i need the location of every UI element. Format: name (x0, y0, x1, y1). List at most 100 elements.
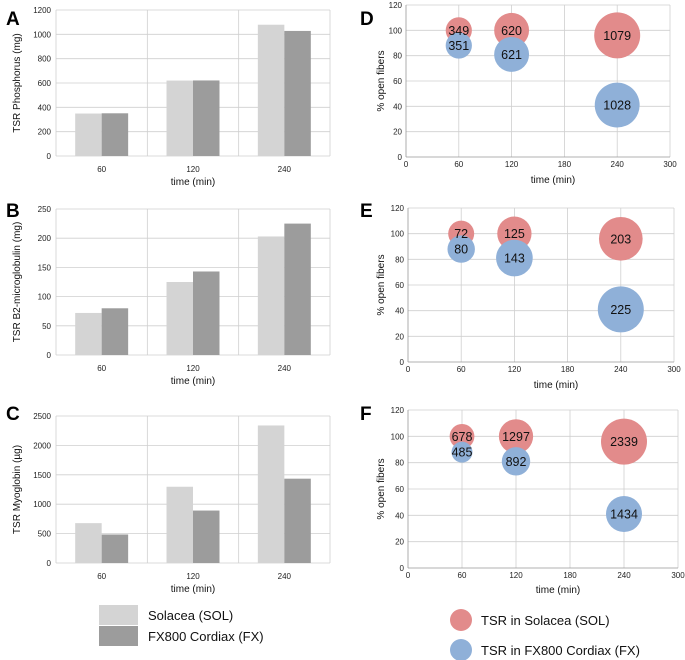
bar-sol-60 (75, 312, 102, 355)
x-tick-label: 240 (278, 572, 292, 581)
bar-chart-c: C 0 500 1000 1500 2000 2500 60 120 240 time (min) T… (6, 404, 331, 595)
x-tick-label: 240 (617, 571, 631, 580)
bar-sol-120 (166, 80, 193, 156)
y-tick-label: 60 (395, 485, 404, 494)
bubble-chart-d: D 0 60 120 180 240 300 0 20 40 60 80 100 120 349 620 107… (360, 1, 677, 186)
x-tick-label: 60 (454, 160, 463, 169)
y-tick-label: 20 (395, 332, 404, 341)
x-tick-label: 60 (97, 364, 106, 373)
y-tick-label: 80 (393, 52, 402, 61)
x-tick-label: 120 (509, 571, 523, 580)
bubble-fx-60 (445, 32, 472, 59)
y-tick-label: 40 (393, 102, 402, 111)
y-tick-label: 40 (395, 511, 404, 520)
y-tick-label: 100 (391, 432, 405, 441)
x-axis-title: time (min) (171, 376, 215, 387)
x-tick-label: 240 (278, 364, 292, 373)
y-tick-label: 1500 (33, 471, 51, 480)
x-axis-title: time (min) (171, 177, 215, 188)
y-tick-label: 0 (47, 559, 52, 568)
y-tick-label: 120 (391, 204, 405, 213)
x-tick-label: 240 (611, 160, 625, 169)
bar-fx-120 (193, 271, 220, 355)
bubble-sol-120 (498, 419, 534, 454)
bar-sol-60 (75, 113, 102, 156)
x-tick-label: 120 (508, 365, 522, 374)
bubble-fx-120 (494, 36, 530, 72)
legend-bubble-sol (450, 609, 472, 631)
legend-label-sol: Solacea (SOL) (148, 608, 233, 623)
y-tick-label: 800 (38, 55, 52, 64)
x-tick-label: 120 (186, 165, 200, 174)
y-tick-label: 150 (38, 263, 52, 272)
y-tick-label: 600 (38, 79, 52, 88)
bubble-label-fx-120: 621 (501, 48, 522, 62)
panel-letter: F (360, 404, 372, 425)
bubble-label-sol-60: 72 (454, 227, 468, 241)
y-tick-label: 100 (38, 293, 52, 302)
bubble-label-sol-120: 620 (501, 24, 522, 38)
x-tick-label: 180 (563, 571, 577, 580)
x-tick-label: 60 (97, 572, 106, 581)
x-tick-label: 300 (663, 160, 677, 169)
bubble-fx-240 (605, 496, 643, 533)
x-tick-label: 180 (558, 160, 572, 169)
bar-legend: Solacea (SOL) FX800 Cordiax (FX) (99, 605, 264, 646)
bubble-label-sol-60: 678 (452, 430, 473, 444)
bar-fx-60 (101, 308, 129, 355)
bubble-fx-240 (597, 286, 644, 333)
x-tick-label: 300 (671, 571, 685, 580)
bar-sol-120 (166, 486, 193, 563)
bubble-chart-f: F 0 60 120 180 240 300 0 20 40 60 80 100 120 678 1297 23… (360, 404, 685, 596)
y-tick-label: 200 (38, 128, 52, 137)
y-tick-label: 120 (391, 406, 405, 415)
bubble-legend: TSR in Solacea (SOL) TSR in FX800 Cordia… (450, 609, 640, 660)
bar-fx-60 (101, 113, 129, 156)
bubble-label-fx-60: 80 (454, 243, 468, 257)
bubble-fx-120 (501, 447, 531, 476)
bar-sol-240 (257, 425, 285, 563)
bar-fx-60 (101, 534, 129, 563)
bubble-sol-120 (494, 12, 530, 48)
y-tick-label: 50 (42, 322, 51, 331)
y-axis-title: TSR Phosphorus (mg) (12, 33, 23, 132)
x-tick-label: 120 (186, 572, 200, 581)
bubble-sol-240 (598, 216, 643, 261)
bar-sol-120 (166, 282, 193, 355)
bar-chart-a: A 0 200 400 600 800 1000 1200 60 120 240 time (min)… (6, 6, 331, 188)
panel-letter: C (6, 404, 20, 425)
y-axis-title: % open fibers (376, 458, 387, 519)
bar-fx-240 (284, 30, 311, 156)
x-tick-label: 60 (97, 165, 106, 174)
legend-swatch-fx (99, 626, 138, 646)
bubble-label-fx-240: 225 (610, 303, 631, 317)
bubble-label-sol-60: 349 (448, 24, 469, 38)
x-tick-label: 120 (186, 364, 200, 373)
y-axis-title: TSR B2-microglobulin (mg) (12, 222, 23, 343)
y-tick-label: 80 (395, 255, 404, 264)
y-tick-label: 2000 (33, 441, 51, 450)
bar-sol-60 (75, 523, 102, 563)
y-tick-label: 1200 (33, 6, 51, 15)
y-tick-label: 80 (395, 459, 404, 468)
y-tick-label: 1000 (33, 30, 51, 39)
bubble-label-fx-120: 892 (506, 455, 527, 469)
y-tick-label: 120 (389, 1, 403, 10)
x-tick-label: 120 (505, 160, 519, 169)
legend-bubble-fx (450, 639, 472, 660)
x-tick-label: 300 (667, 365, 681, 374)
bar-fx-120 (193, 80, 220, 156)
y-tick-label: 250 (38, 205, 52, 214)
bubble-fx-120 (496, 239, 533, 277)
x-tick-label: 60 (457, 365, 466, 374)
x-tick-label: 60 (458, 571, 467, 580)
legend-swatch-sol (99, 605, 138, 625)
y-tick-label: 60 (393, 77, 402, 86)
bar-sol-240 (257, 24, 285, 157)
x-tick-label: 180 (561, 365, 575, 374)
panel-letter: E (360, 201, 373, 222)
x-tick-label: 0 (406, 571, 411, 580)
y-tick-label: 0 (398, 153, 403, 162)
